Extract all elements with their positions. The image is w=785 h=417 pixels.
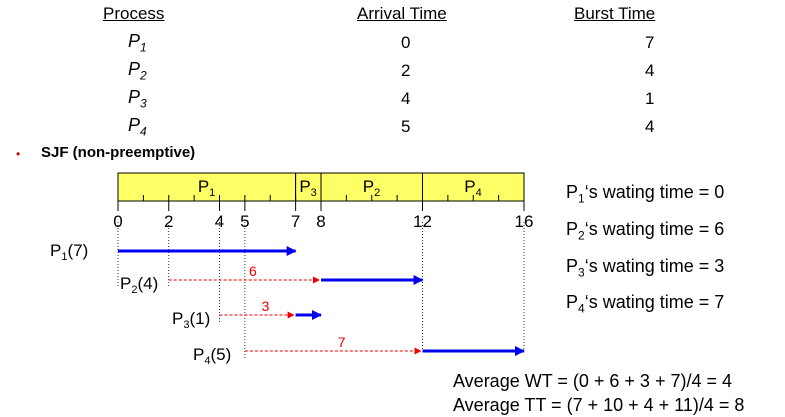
gantt-tick-label: 0 [113, 212, 122, 231]
section-title: SJF (non-preemptive) [41, 144, 196, 161]
waiting-time-p2: P2‘s wating time = 6 [566, 219, 725, 243]
header-burst-time: Burst Time [574, 4, 656, 23]
table-row-process: P2 [128, 59, 147, 83]
gantt-segment-label: P1 [198, 177, 215, 199]
gantt-segment-label: P3 [299, 177, 316, 199]
table-row-burst: 7 [645, 33, 655, 52]
gantt-tick-label: 8 [316, 212, 325, 231]
average-turnaround-time: Average TT = (7 + 10 + 4 + 11)/4 = 8 [453, 395, 745, 415]
timeline-process-label: P2(4) [120, 274, 158, 296]
timeline-process-label: P1(7) [50, 241, 88, 263]
gantt-tick-label: 5 [240, 212, 249, 231]
wait-label: 3 [262, 298, 270, 314]
average-waiting-time: Average WT = (0 + 6 + 3 + 7)/4 = 4 [453, 371, 732, 391]
table-row-arrival: 0 [401, 33, 411, 52]
gantt-tick-label: 12 [413, 212, 432, 231]
gantt-segment-label: P2 [363, 177, 380, 199]
table-row-process: P1 [128, 31, 147, 55]
table-row-arrival: 2 [401, 61, 411, 80]
table-row-burst: 4 [645, 117, 655, 136]
waiting-time-p1: P1‘s wating time = 0 [566, 182, 725, 206]
gantt-tick-label: 2 [164, 212, 173, 231]
wait-label: 6 [249, 263, 257, 279]
gantt-tick-label: 16 [515, 212, 534, 231]
table-row-burst: 1 [645, 89, 655, 108]
header-process: Process [103, 4, 165, 23]
bullet: • [16, 147, 21, 161]
gantt-segment [117, 172, 297, 202]
table-row-arrival: 4 [401, 89, 411, 108]
table-row-arrival: 5 [401, 117, 411, 136]
header-arrival-time: Arrival Time [357, 4, 447, 23]
timeline: P1(7) P2(4) 6 P3(1) 3 P4(5) 7 [50, 222, 525, 367]
timeline-process-label: P3(1) [172, 309, 210, 331]
gantt-tick-label: 4 [215, 212, 224, 231]
waiting-time-p4: P4‘s wating time = 7 [566, 292, 725, 316]
gantt-segment-label: P4 [464, 177, 481, 199]
table-row-process: P3 [128, 87, 147, 111]
gantt-ticks: 0 2 4 5 7 8 12 16 [113, 195, 533, 231]
table-row-burst: 4 [645, 61, 655, 80]
timeline-process-label: P4(5) [193, 345, 231, 367]
gantt-tick-label: 7 [291, 212, 300, 231]
waiting-time-p3: P3‘s wating time = 3 [566, 256, 725, 280]
table-row-process: P4 [128, 115, 147, 139]
wait-label: 7 [338, 334, 346, 350]
